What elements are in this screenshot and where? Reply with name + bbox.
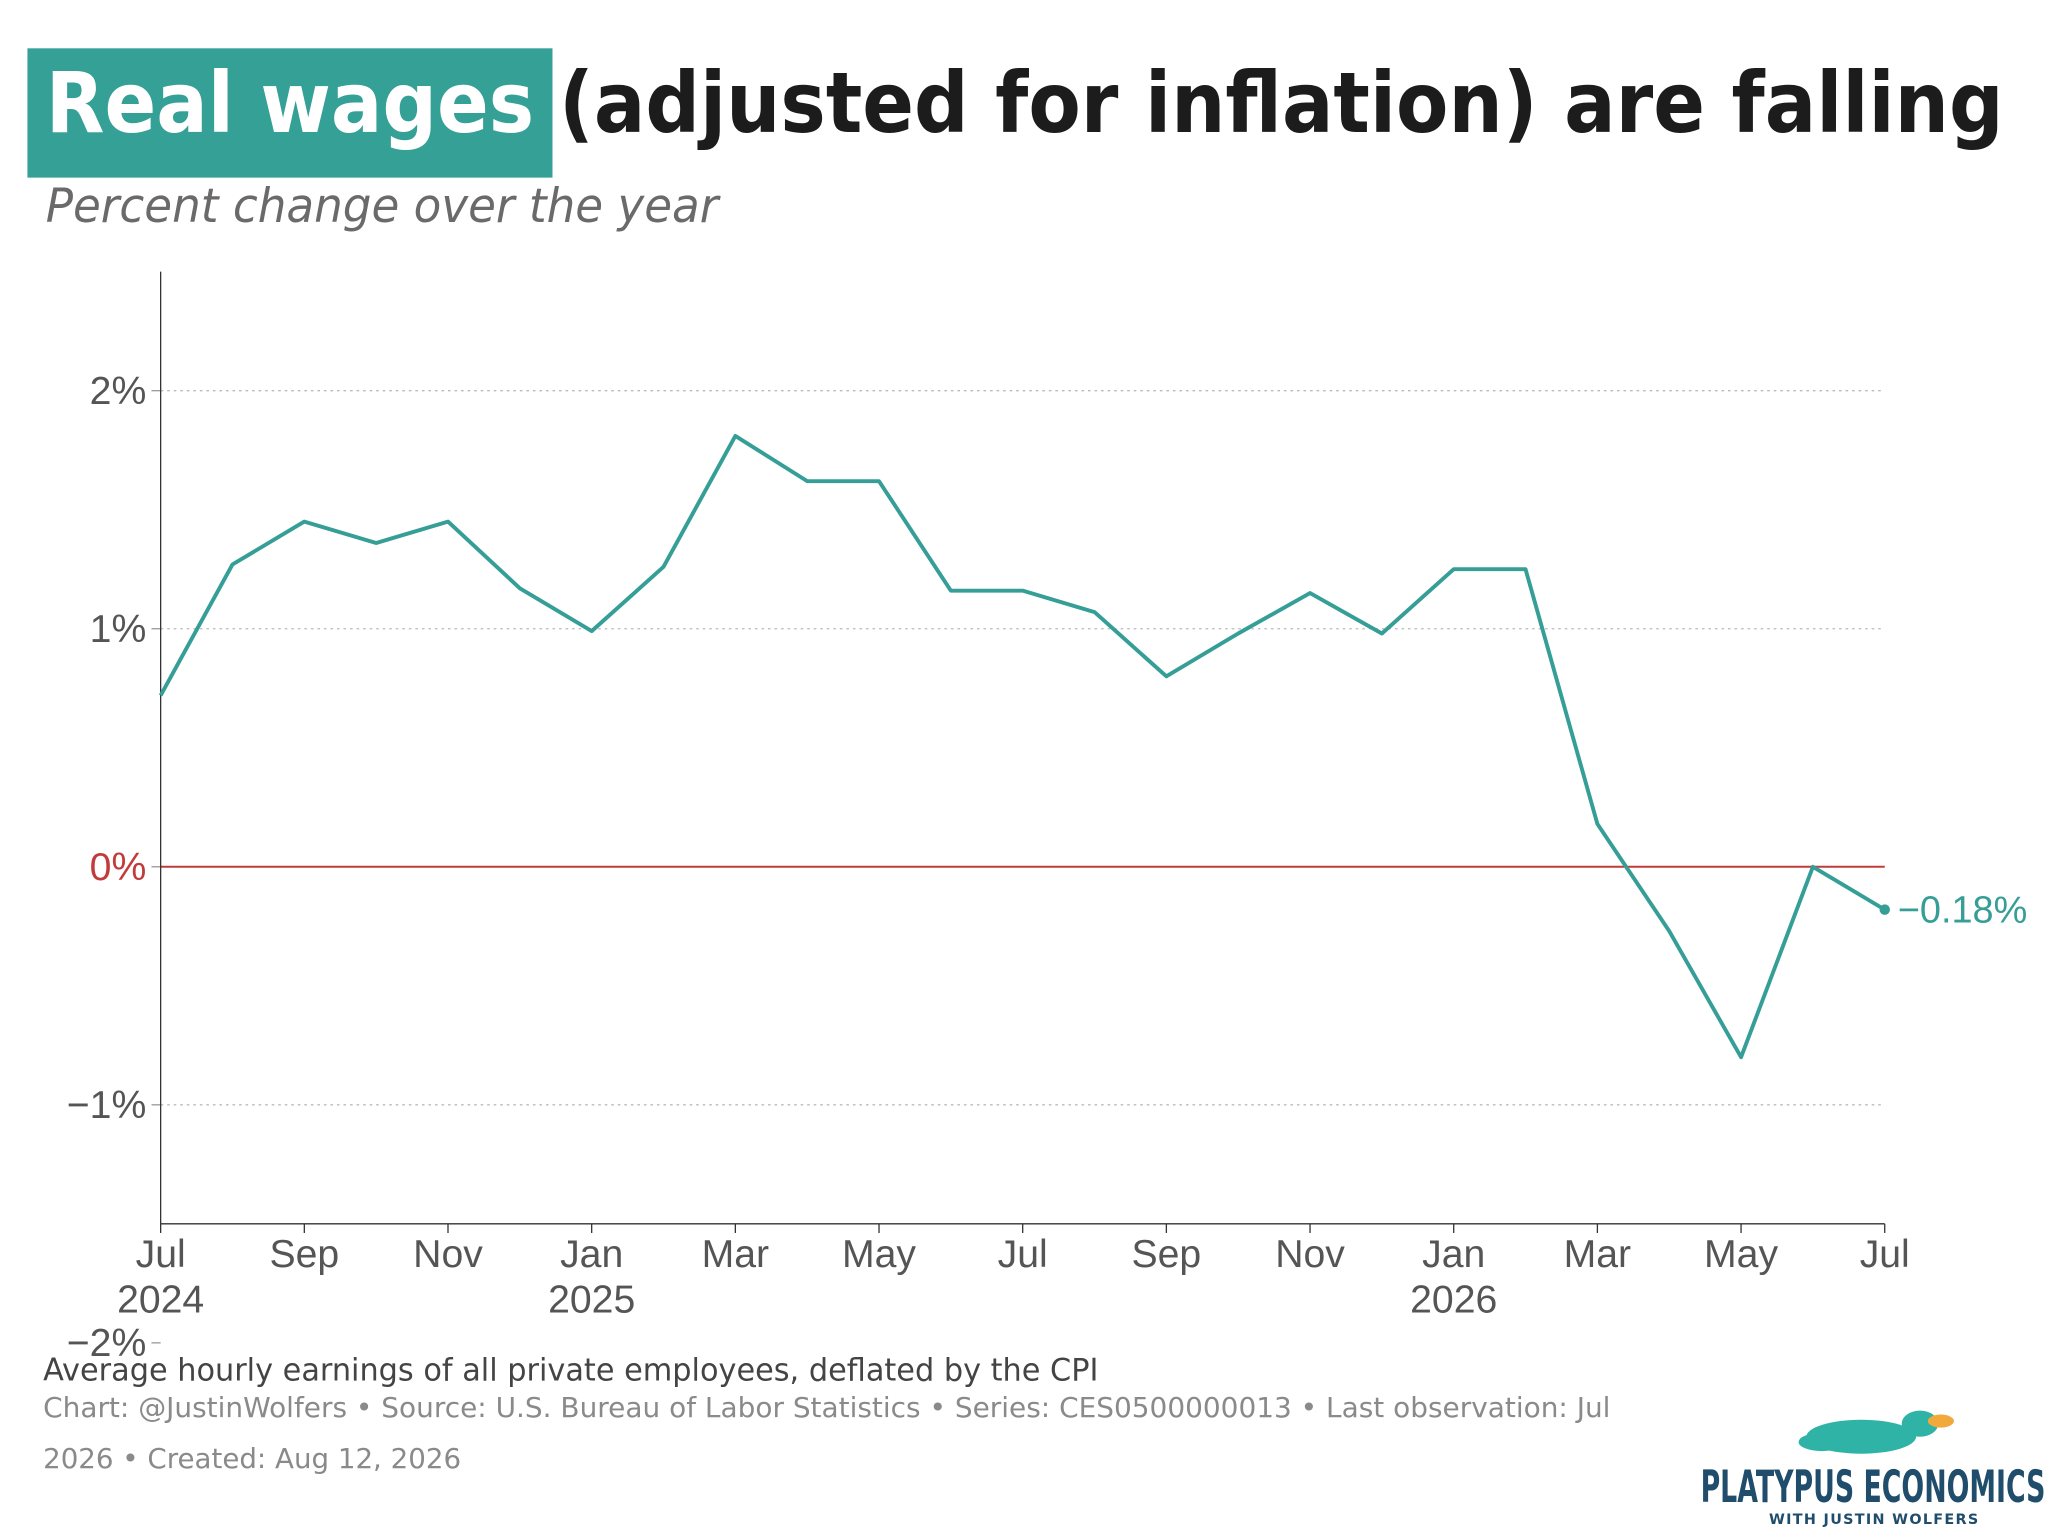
x-tick-label: May [1704, 1233, 1778, 1276]
value-label: −0.18% [1898, 890, 2027, 932]
x-tick-label: 2026 [1410, 1279, 1497, 1322]
y-tick-label: −1% [67, 1084, 147, 1127]
x-tick-label: May [842, 1233, 916, 1276]
x-tick-label: 2025 [548, 1279, 635, 1322]
y-tick-label: 2% [90, 370, 147, 413]
x-tick-label: Sep [1132, 1233, 1202, 1276]
y-tick-label: 1% [90, 608, 147, 651]
x-tick-label: Nov [1275, 1233, 1345, 1276]
end-point [1879, 904, 1890, 915]
x-tick-label: Jul [136, 1233, 186, 1276]
logo-tagline: WITH JUSTIN WOLFERS [1769, 1512, 1980, 1528]
title-highlight: Real wages [46, 54, 534, 152]
logo-icon [1798, 1410, 1954, 1454]
x-tick-label: Mar [702, 1233, 769, 1276]
logo-name: PLATYPUS ECONOMICS [1701, 1462, 2046, 1513]
title-highlight-box [27, 48, 553, 178]
x-tick-label: 2024 [117, 1279, 204, 1322]
y-tick-label: 0% [90, 846, 147, 889]
source: Chart: @JustinWolfers • Source: U.S. Bur… [43, 1393, 1610, 1424]
x-tick-label: Jul [1860, 1233, 1910, 1276]
x-tick-label: Jan [1422, 1233, 1485, 1276]
x-tick-label: Mar [1564, 1233, 1631, 1276]
x-tick-label: Sep [269, 1233, 339, 1276]
line [158, 433, 1886, 1060]
caption: Average hourly earnings of all private e… [43, 1353, 1098, 1389]
chart-title: (adjusted for inflation) are falling [559, 54, 2004, 152]
chart-subtitle: Percent change over the year [46, 179, 721, 234]
x-tick-label: Nov [413, 1233, 483, 1276]
x-tick-label: Jan [560, 1233, 623, 1276]
y-tick-label: −2% [67, 1322, 147, 1365]
source: 2026 • Created: Aug 12, 2026 [43, 1444, 461, 1475]
x-tick-label: Jul [998, 1233, 1048, 1276]
